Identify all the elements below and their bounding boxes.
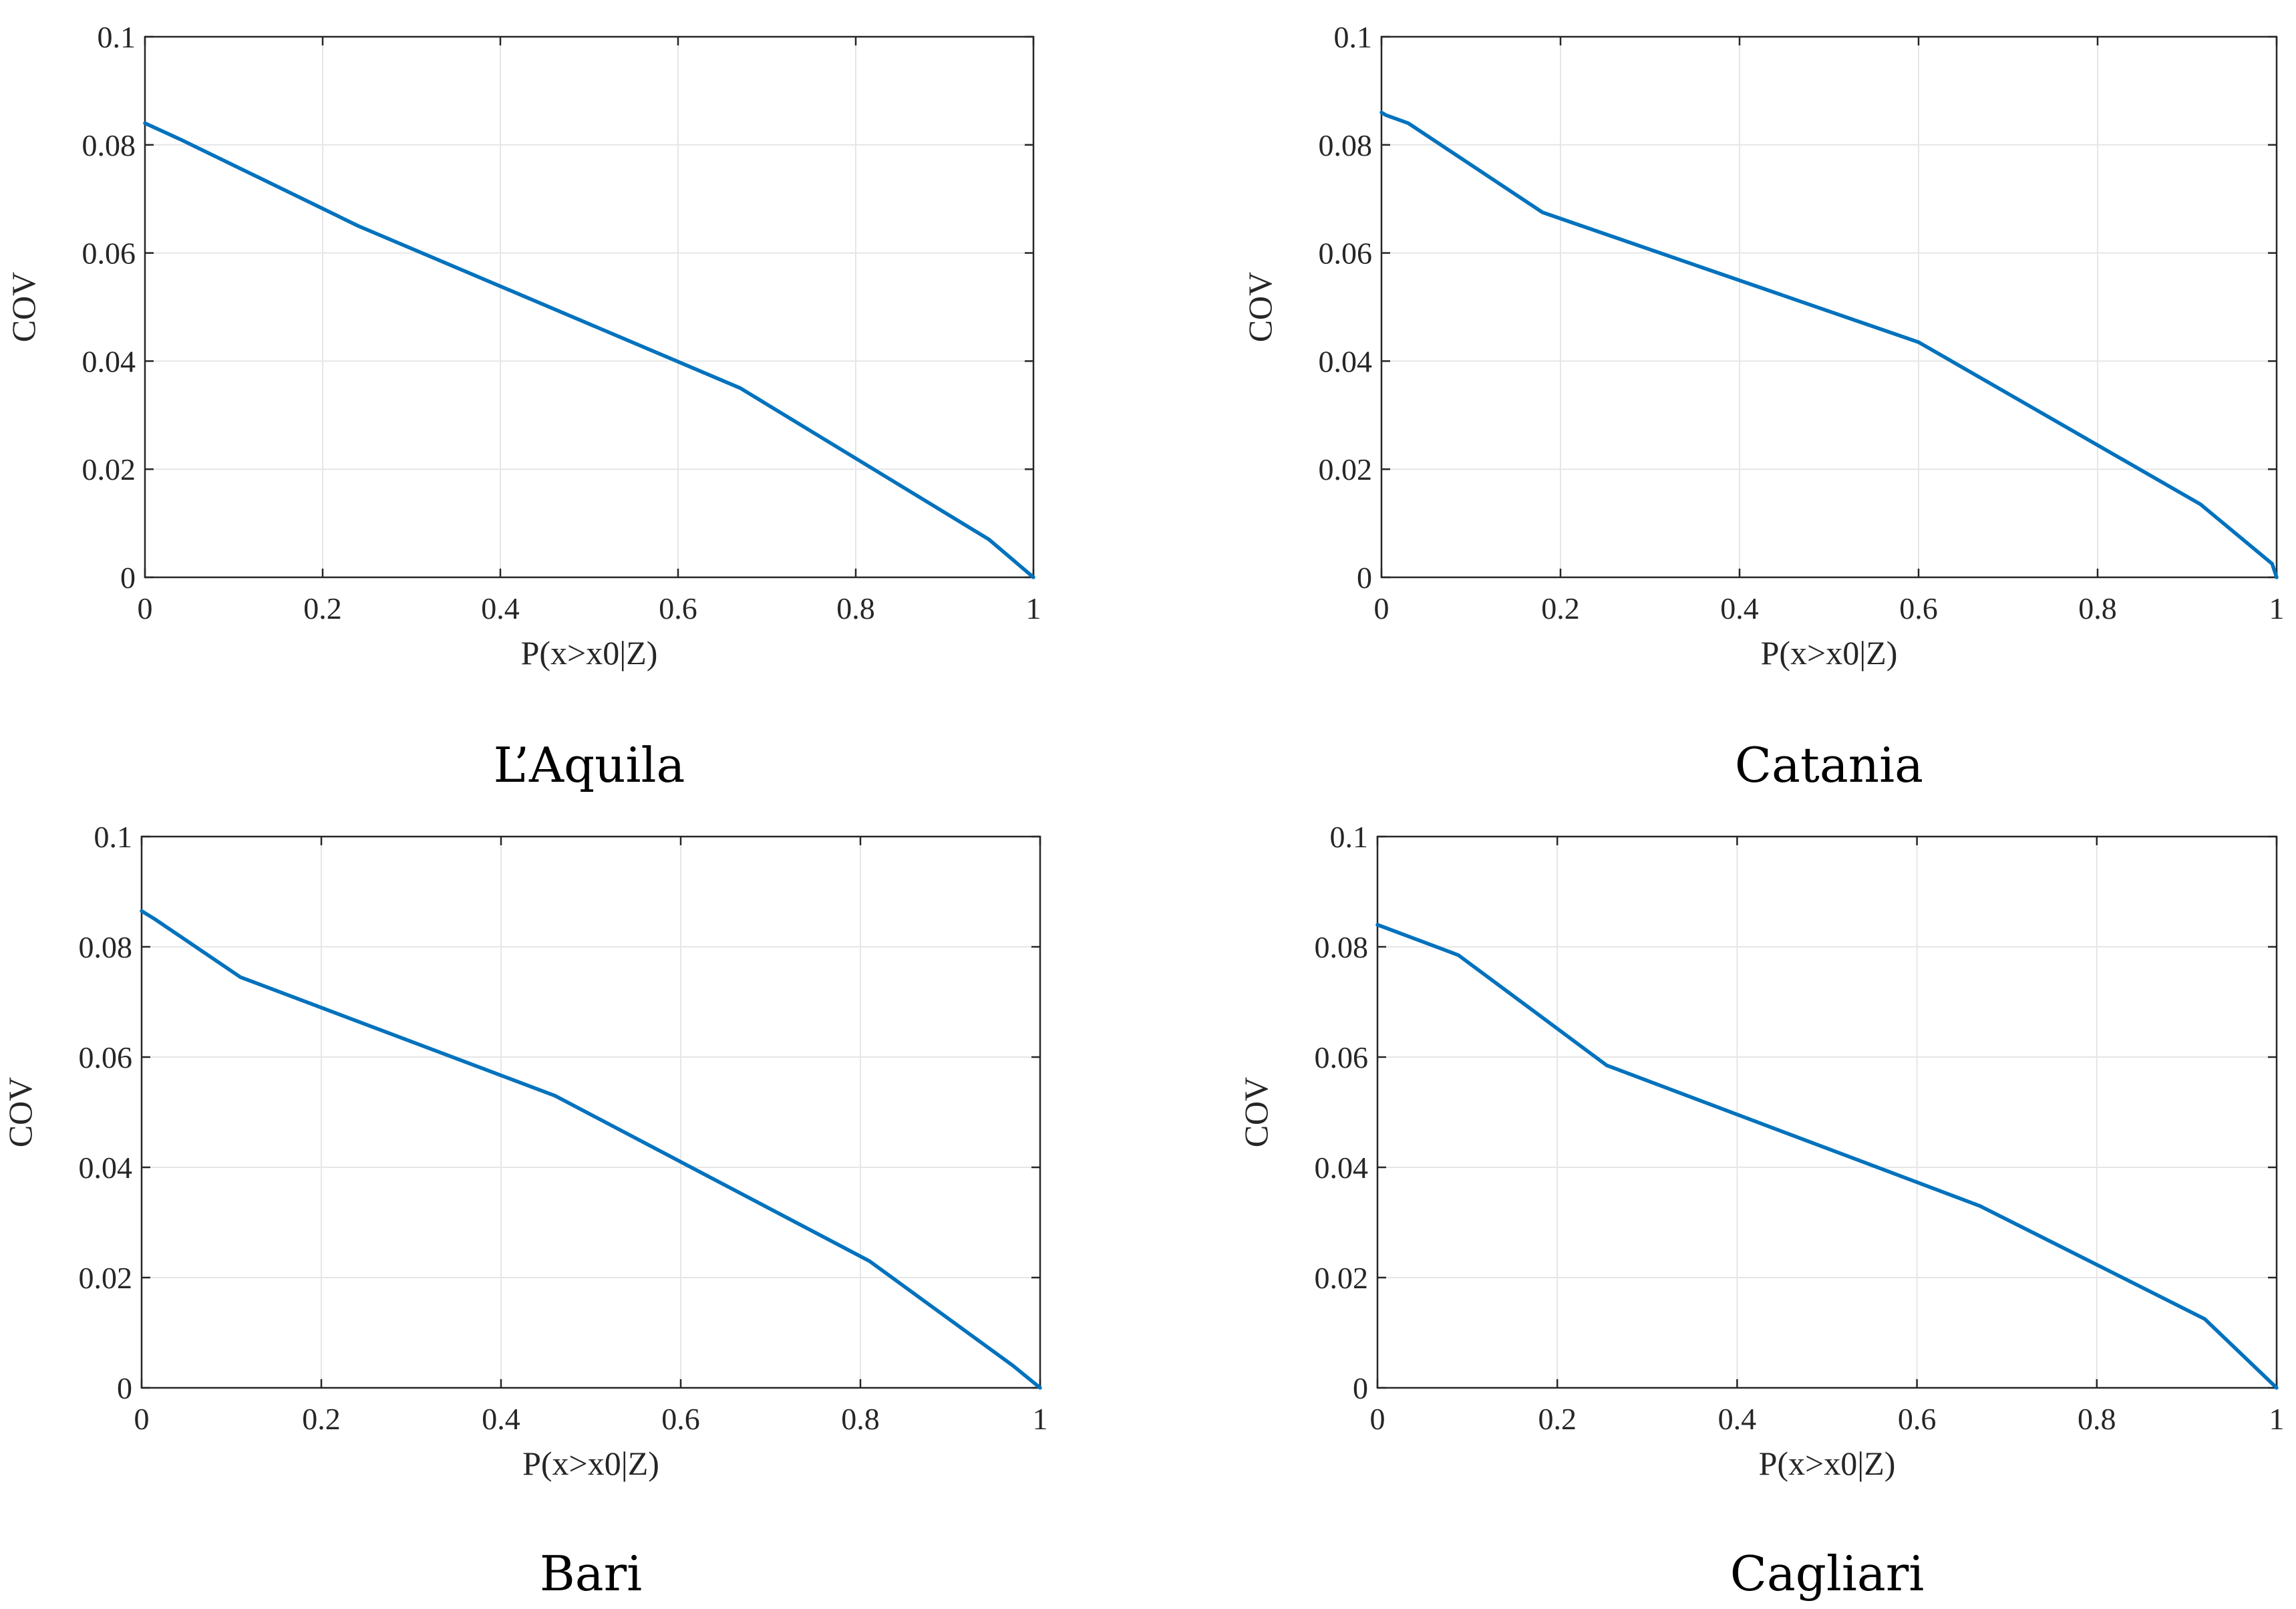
y-tick-label: 0.06: [1319, 237, 1373, 271]
y-tick-label: 0.06: [82, 237, 136, 271]
x-tick-label: 1: [2269, 1402, 2285, 1436]
y-axis-label: COV: [1241, 272, 1279, 343]
x-axis-label: P(x>x0|Z): [521, 634, 658, 672]
x-tick-label: 0.2: [1538, 1402, 1577, 1436]
x-tick-label: 0: [138, 591, 153, 625]
y-tick-label: 0.08: [1319, 128, 1373, 162]
series-line: [140, 909, 1042, 1390]
y-tick-label: 0.04: [82, 344, 136, 378]
y-tick-label: 0.06: [1315, 1040, 1369, 1074]
y-tick-label: 0.1: [98, 20, 136, 54]
y-tick-label: 0.02: [82, 452, 136, 486]
plot-frame: [140, 835, 1041, 1389]
x-axis-label: P(x>x0|Z): [522, 1445, 659, 1482]
chart-panel-3: 0 0.2 0.4 0.6 0.8 1 0 0.02 0.04 0.06 0.08 0.1 P(x>x0…: [1, 820, 1048, 1602]
plot-frame: [1376, 835, 2278, 1389]
x-tick-label: 0.6: [1899, 591, 1938, 625]
x-tick-label: 0.6: [659, 591, 697, 625]
x-tick-label: 0: [1370, 1402, 1385, 1436]
x-tick-label: 0: [1374, 591, 1389, 625]
y-tick-label: 0.1: [94, 820, 133, 854]
x-tick-label: 0: [134, 1402, 150, 1436]
y-tick-label: 0.1: [1334, 20, 1373, 54]
y-tick-label: 0: [117, 1371, 132, 1405]
x-tick-label: 0.8: [2078, 1402, 2116, 1436]
y-tick-label: 0.04: [1319, 344, 1373, 378]
x-tick-label: 1: [1026, 591, 1041, 625]
y-tick-label: 0.02: [1319, 452, 1373, 486]
y-tick-label: 0.02: [79, 1261, 133, 1295]
y-tick-label: 0.08: [1315, 930, 1369, 964]
y-tick-label: 0.08: [82, 128, 136, 162]
plot-frame: [1380, 35, 2278, 579]
y-tick-label: 0: [1353, 1371, 1368, 1405]
y-tick-label: 0.04: [1315, 1151, 1369, 1185]
panel-caption: Cagliari: [1730, 1546, 1925, 1602]
x-tick-label: 0.8: [836, 591, 875, 625]
chart-panel-2: 0 0.2 0.4 0.6 0.8 1 0 0.02 0.04 0.06 0.08 0.1 P(x>x0…: [1241, 20, 2285, 793]
y-tick-label: 0.06: [79, 1040, 133, 1074]
x-tick-label: 0.4: [481, 591, 520, 625]
x-tick-label: 0.4: [482, 1402, 520, 1436]
x-tick-label: 1: [1033, 1402, 1048, 1436]
x-tick-label: 0.6: [1898, 1402, 1937, 1436]
y-axis-label: COV: [1237, 1077, 1275, 1148]
series-line: [1379, 110, 2279, 579]
x-tick-label: 0.4: [1720, 591, 1759, 625]
y-tick-label: 0.08: [79, 930, 133, 964]
y-tick-label: 0.04: [79, 1151, 133, 1185]
x-tick-label: 0.8: [2078, 591, 2117, 625]
y-axis-label: COV: [1, 1077, 39, 1148]
y-tick-label: 0.02: [1315, 1261, 1369, 1295]
chart-panel-1: 0 0.2 0.4 0.6 0.8 1 0 0.02 0.04 0.06 0.08 0.1 P(x>x0…: [5, 20, 1041, 793]
y-tick-label: 0: [120, 561, 136, 595]
x-tick-label: 0.8: [841, 1402, 880, 1436]
x-tick-label: 1: [2269, 591, 2285, 625]
x-tick-label: 0.6: [661, 1402, 700, 1436]
x-tick-label: 0.2: [303, 591, 342, 625]
x-axis-label: P(x>x0|Z): [1761, 634, 1898, 672]
x-axis-label: P(x>x0|Z): [1759, 1445, 1896, 1482]
panel-caption: Catania: [1735, 737, 1923, 793]
y-tick-label: 0.1: [1330, 820, 1369, 854]
x-tick-label: 0.4: [1718, 1402, 1757, 1436]
plot-frame: [144, 35, 1035, 579]
y-tick-label: 0: [1357, 561, 1372, 595]
chart-panel-4: 0 0.2 0.4 0.6 0.8 1 0 0.02 0.04 0.06 0.08 0.1 P(x>x0…: [1237, 820, 2285, 1602]
x-tick-label: 0.2: [302, 1402, 341, 1436]
y-axis-label: COV: [5, 272, 42, 343]
panel-caption: Bari: [540, 1546, 642, 1602]
x-tick-label: 0.2: [1541, 591, 1580, 625]
series-line: [1375, 923, 2279, 1390]
panel-caption: L’Aquila: [494, 737, 685, 793]
series-line: [143, 121, 1035, 579]
